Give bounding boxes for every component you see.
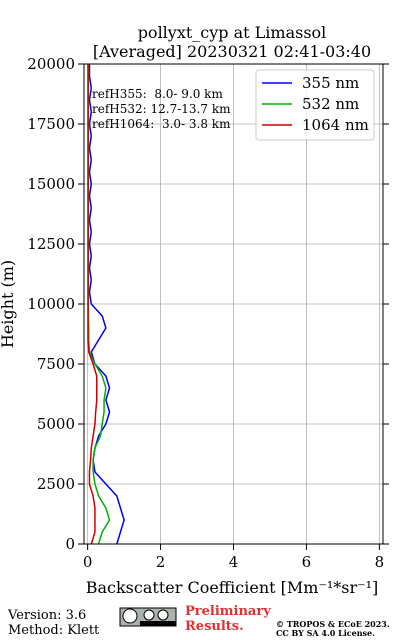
legend-box <box>255 69 375 141</box>
annotation: refH355: 8.0- 9.0 km <box>92 87 223 101</box>
status: Results. <box>185 619 244 634</box>
copyright: © TROPOS & ECoE 2023. <box>276 619 390 629</box>
legend-label: 355 nm <box>302 74 359 92</box>
legend-label: 532 nm <box>302 95 359 113</box>
legend-label: 1064 nm <box>302 116 369 134</box>
y-tick-label: 7500 <box>37 355 75 373</box>
y-tick-label: 2500 <box>37 475 75 493</box>
status: Preliminary <box>185 604 271 619</box>
x-axis-label: Backscatter Coefficient [Mm⁻¹*sr⁻¹] <box>86 578 379 597</box>
version: Version: 3.6 <box>7 608 86 623</box>
x-tick-label: 0 <box>83 553 93 571</box>
x-tick-label: 8 <box>375 553 385 571</box>
cc-logo <box>119 607 177 627</box>
profile-line <box>87 64 98 545</box>
y-tick-label: 0 <box>65 535 75 553</box>
copyright: CC BY SA 4.0 License. <box>276 628 375 638</box>
y-tick-label: 17500 <box>27 115 75 133</box>
x-tick-label: 4 <box>229 553 239 571</box>
annotation: refH1064: 3.0- 3.8 km <box>92 117 231 131</box>
y-tick-label: 12500 <box>27 235 75 253</box>
x-tick-label: 2 <box>156 553 166 571</box>
method: Method: Klett <box>8 623 100 638</box>
y-tick-label: 5000 <box>37 415 75 433</box>
y-axis-label: Height (m) <box>0 260 17 348</box>
annotation: refH532: 12.7-13.7 km <box>92 102 231 116</box>
y-tick-label: 10000 <box>27 295 75 313</box>
plot-frame <box>83 63 384 545</box>
chart-title: [Averaged] 20230321 02:41-03:40 <box>93 42 371 61</box>
x-tick-label: 6 <box>302 553 312 571</box>
y-tick-label: 15000 <box>27 175 75 193</box>
chart-title: pollyxt_cyp at Limassol <box>138 23 327 42</box>
y-tick-label: 20000 <box>27 55 75 73</box>
